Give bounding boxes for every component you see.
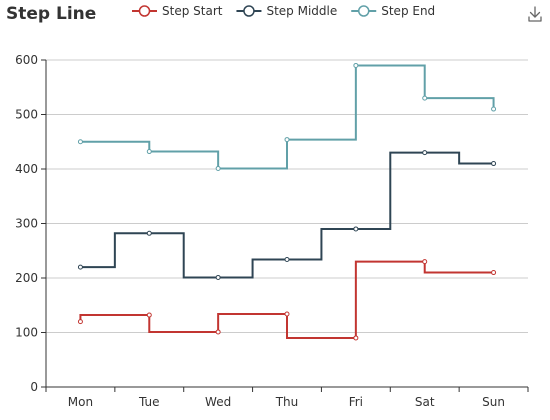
- y-tick-label: 400: [15, 162, 38, 176]
- data-point[interactable]: [77, 319, 83, 325]
- data-point[interactable]: [215, 274, 221, 280]
- data-point[interactable]: [491, 270, 497, 276]
- data-point[interactable]: [215, 329, 221, 335]
- x-tick-label: Fri: [349, 395, 363, 409]
- x-tick-label: Mon: [68, 395, 93, 409]
- series-step-middle[interactable]: [77, 150, 497, 280]
- legend[interactable]: Step Start Step Middle Step End: [132, 4, 435, 18]
- legend-item[interactable]: Step Start: [132, 4, 223, 18]
- data-point[interactable]: [146, 149, 152, 155]
- legend-label: Step Start: [162, 4, 223, 18]
- data-point[interactable]: [491, 106, 497, 112]
- legend-label: Step End: [381, 4, 435, 18]
- x-tick-label: Sun: [482, 395, 505, 409]
- data-point[interactable]: [146, 312, 152, 318]
- data-point[interactable]: [215, 165, 221, 171]
- legend-marker-icon: [357, 5, 370, 17]
- data-point[interactable]: [353, 226, 359, 232]
- data-point[interactable]: [353, 62, 359, 68]
- data-point[interactable]: [422, 95, 428, 101]
- legend-item[interactable]: Step End: [351, 4, 435, 18]
- data-point[interactable]: [284, 311, 290, 317]
- download-icon[interactable]: [528, 6, 542, 22]
- y-tick-label: 500: [15, 108, 38, 122]
- legend-item[interactable]: Step Middle: [236, 4, 337, 18]
- legend-label: Step Middle: [266, 4, 337, 18]
- y-tick-label: 100: [15, 326, 38, 340]
- series-step-end[interactable]: [77, 62, 497, 171]
- data-point[interactable]: [284, 256, 290, 262]
- x-tick-label: Sat: [415, 395, 435, 409]
- data-point[interactable]: [77, 264, 83, 270]
- y-tick-label: 300: [15, 217, 38, 231]
- legend-marker-icon: [243, 5, 255, 17]
- y-tick-label: 0: [30, 380, 38, 394]
- y-tick-label: 600: [15, 53, 38, 67]
- data-point[interactable]: [146, 230, 152, 236]
- data-point[interactable]: [77, 139, 83, 145]
- series-layer: [77, 62, 497, 341]
- x-tick-label: Tue: [138, 395, 160, 409]
- series-line[interactable]: [79, 260, 494, 339]
- chart-title: Step Line: [6, 4, 97, 24]
- y-tick-label: 200: [15, 271, 38, 285]
- data-point[interactable]: [422, 150, 428, 156]
- data-point[interactable]: [353, 335, 359, 341]
- x-tick-label: Thu: [275, 395, 299, 409]
- data-point[interactable]: [284, 137, 290, 143]
- grid-layer: [46, 59, 528, 333]
- data-point[interactable]: [491, 161, 497, 167]
- data-point[interactable]: [422, 259, 428, 265]
- series-step-start[interactable]: [77, 259, 497, 341]
- axis-layer: 0 100 200 300 400 500 600 Mon Tue Wed Thu Fri Sat Sun: [15, 53, 529, 409]
- legend-marker-icon: [138, 5, 151, 17]
- x-tick-label: Wed: [205, 395, 231, 409]
